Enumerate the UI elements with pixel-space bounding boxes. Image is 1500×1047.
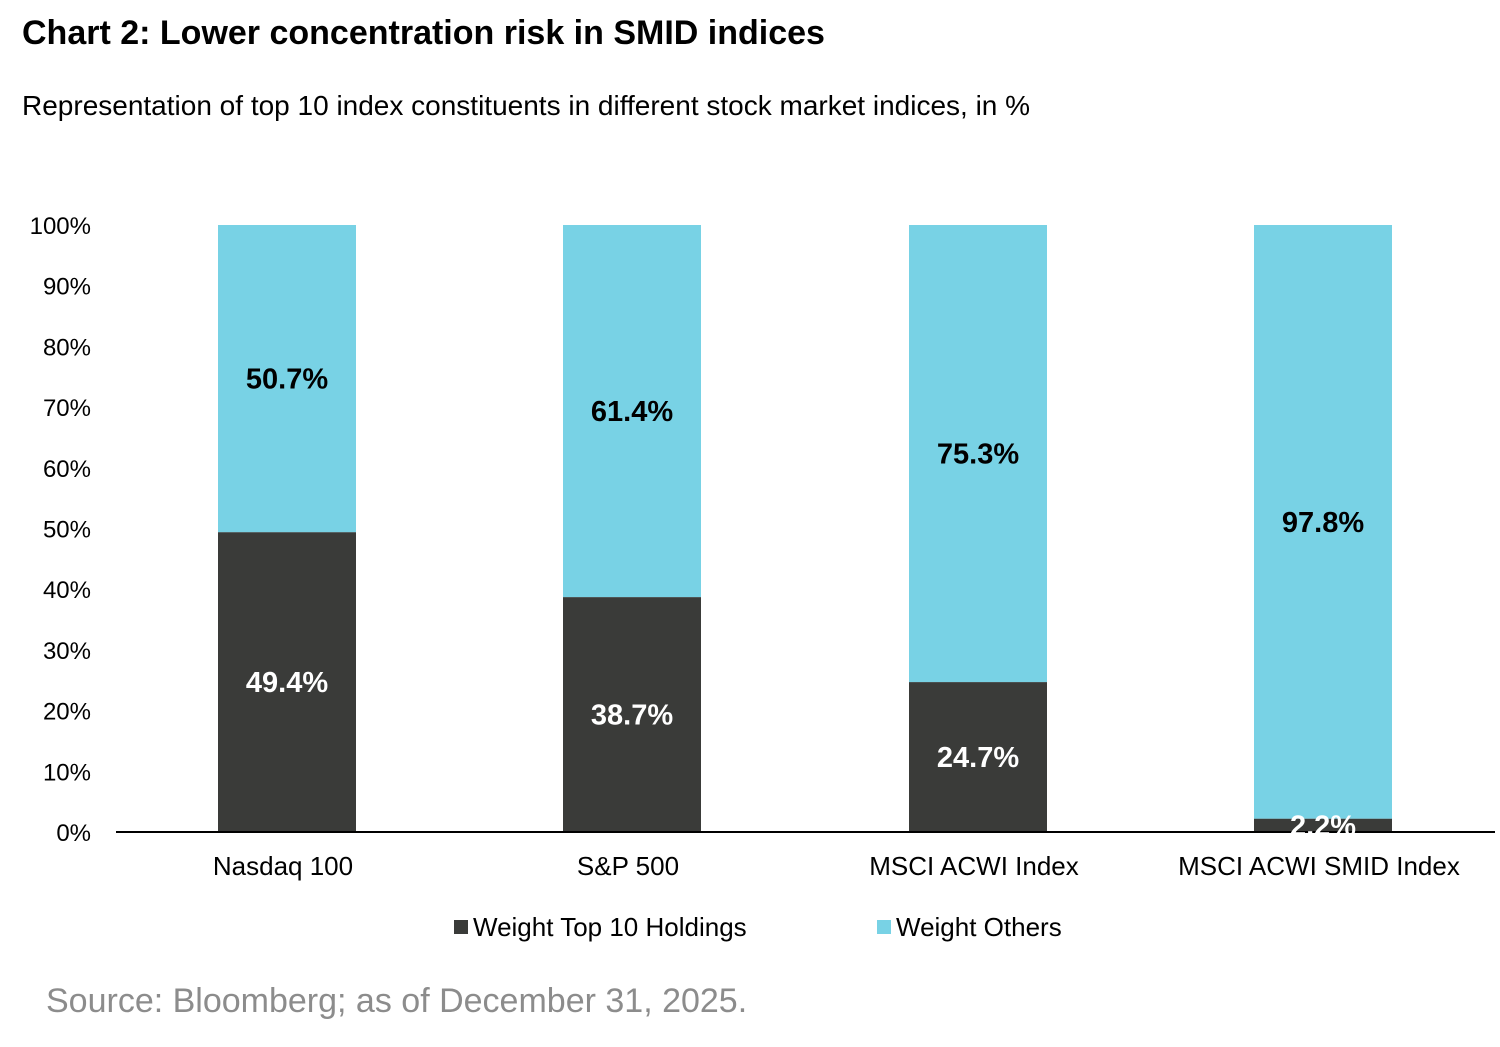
y-tick-label: 0% bbox=[56, 820, 91, 847]
bar-segment-others bbox=[1254, 225, 1392, 819]
x-category-label: MSCI ACWI Index bbox=[869, 851, 1079, 881]
y-tick-label: 10% bbox=[43, 759, 91, 786]
x-category-label: Nasdaq 100 bbox=[213, 851, 353, 881]
y-tick-label: 100% bbox=[30, 213, 91, 240]
source-note: Source: Bloomberg; as of December 31, 20… bbox=[46, 982, 748, 1020]
y-tick-label: 80% bbox=[43, 334, 91, 361]
y-tick-label: 90% bbox=[43, 274, 91, 301]
data-label: 49.4% bbox=[246, 667, 328, 699]
legend-swatch-others bbox=[877, 920, 891, 934]
data-label: 97.8% bbox=[1282, 507, 1364, 539]
bar-segment-top10 bbox=[563, 597, 701, 832]
y-tick-label: 60% bbox=[43, 456, 91, 483]
data-label: 61.4% bbox=[591, 396, 673, 428]
bar-segment-top10 bbox=[1254, 818, 1392, 832]
x-category-label: S&P 500 bbox=[577, 851, 679, 881]
data-label: 50.7% bbox=[246, 364, 328, 396]
bar-segment-top10 bbox=[909, 682, 1047, 832]
legend-label-others: Weight Others bbox=[896, 912, 1062, 942]
data-label: 75.3% bbox=[937, 439, 1019, 471]
legend-swatch-top10 bbox=[454, 920, 468, 934]
legend-label-top10: Weight Top 10 Holdings bbox=[473, 912, 747, 942]
bar-segment-others bbox=[909, 225, 1047, 683]
bar-segment-top10 bbox=[218, 532, 356, 832]
y-tick-label: 70% bbox=[43, 395, 91, 422]
x-category-label: MSCI ACWI SMID Index bbox=[1178, 851, 1460, 881]
data-label: 24.7% bbox=[937, 742, 1019, 774]
chart-title: Chart 2: Lower concentration risk in SMI… bbox=[22, 14, 825, 52]
y-tick-label: 30% bbox=[43, 638, 91, 665]
chart-subtitle: Representation of top 10 index constitue… bbox=[22, 90, 1031, 121]
stacked-bar-chart: 0% 10% 20% 30% 40% 50% 60% 70% 80% 90% 100% 49.4% 50… bbox=[30, 213, 1495, 942]
y-tick-label: 40% bbox=[43, 577, 91, 604]
data-label: 2.2% bbox=[1290, 810, 1356, 842]
y-tick-label: 50% bbox=[43, 517, 91, 544]
bar-segment-others bbox=[563, 225, 701, 598]
bar-segment-others bbox=[218, 225, 356, 533]
data-label: 38.7% bbox=[591, 700, 673, 732]
y-tick-label: 20% bbox=[43, 699, 91, 726]
